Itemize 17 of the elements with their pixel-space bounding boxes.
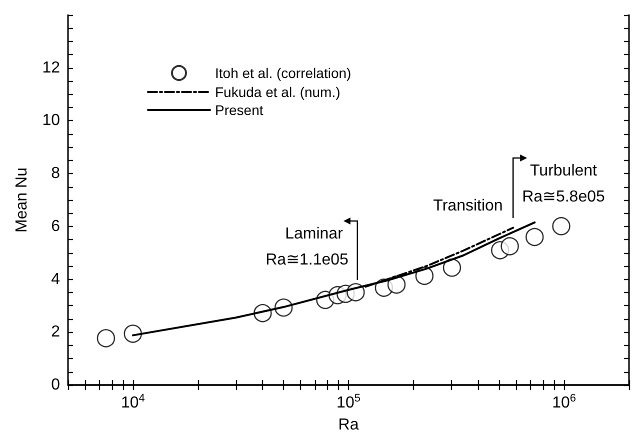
legend-label: Itoh et al. (correlation) bbox=[215, 65, 352, 81]
legend-label: Fukuda et al. (num.) bbox=[215, 84, 340, 100]
y-tick-label: 12 bbox=[42, 59, 60, 76]
y-tick-label: 6 bbox=[51, 218, 60, 235]
legend-label: Present bbox=[215, 102, 264, 118]
y-tick-label: 10 bbox=[42, 112, 60, 130]
y-axis-title: Mean Nu bbox=[14, 168, 30, 232]
y-tick-label: 4 bbox=[51, 270, 60, 288]
ref-line-label: Ra≅5.8e05 bbox=[522, 188, 605, 206]
y-tick-label: 8 bbox=[51, 165, 60, 182]
x-axis-title: Ra bbox=[338, 416, 359, 434]
y-tick-label: 2 bbox=[51, 324, 60, 341]
annotation: Transition bbox=[433, 198, 503, 214]
y-tick-label: 0 bbox=[51, 376, 60, 394]
annotation: Laminar bbox=[285, 226, 344, 242]
ref-line-label: Ra≅1.1e05 bbox=[266, 252, 349, 268]
annotation: Turbulent bbox=[530, 162, 598, 180]
